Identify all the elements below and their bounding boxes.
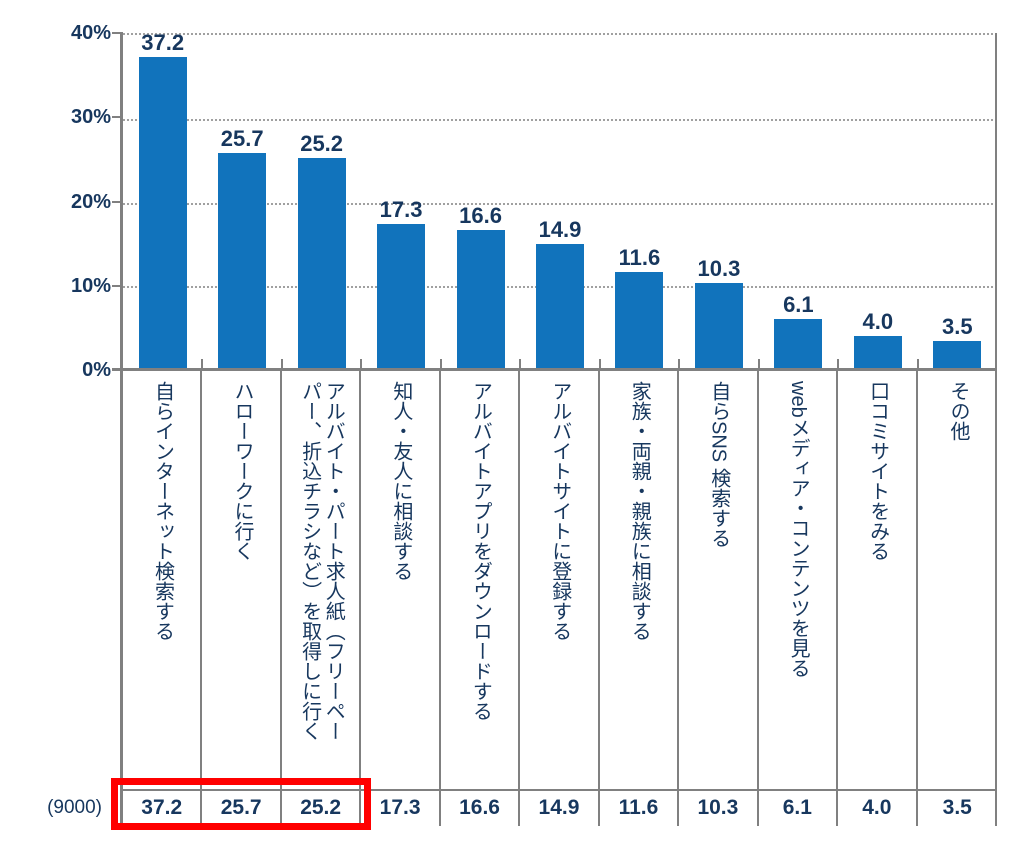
bar-value-label: 25.2: [300, 130, 344, 156]
x-axis-tick-mark: [678, 359, 681, 370]
values-table-row: 37.2 25.7 25.2 17.3 16.6 14.9 11.6 10.3 6.1 4.0 3.…: [123, 791, 997, 826]
x-axis-tick-mark: [757, 359, 760, 370]
category-label: 知人・友人に相談する: [389, 381, 412, 581]
base-size-label: (9000): [47, 797, 102, 818]
x-axis-tick-mark: [916, 359, 919, 370]
y-axis-tick-label: 10%: [70, 274, 111, 297]
plot-right-border: [995, 33, 997, 826]
y-axis-line: [120, 33, 123, 826]
y-axis-tick-label: 20%: [70, 190, 111, 213]
value-cell: 4.0: [838, 791, 918, 826]
category-cell: アルバイトサイトに登録する: [520, 371, 600, 789]
category-cell: 家族・両親・親族に相談する: [600, 371, 680, 789]
value-cell: 16.6: [441, 791, 521, 826]
value-cell: 3.5: [942, 796, 972, 819]
category-label: 家族・両親・親族に相談する: [628, 381, 651, 641]
value-cell: 11.6: [600, 791, 680, 826]
value-cell: 17.3: [361, 791, 441, 826]
bar-value-label: 4.0: [862, 309, 894, 335]
y-axis-tick-mark: [112, 32, 123, 34]
x-axis-tick-mark: [360, 359, 363, 370]
bar-value-label: 25.7: [220, 126, 264, 152]
category-cell: 口コミサイトをみる: [838, 371, 918, 789]
bar: [933, 340, 982, 370]
category-cell: その他: [918, 371, 997, 789]
y-axis-tick-label: 30%: [70, 106, 111, 129]
category-cell: 知人・友人に相談する: [361, 371, 441, 789]
category-cell: アルバイトアプリをダウンロードする: [441, 371, 521, 789]
category-label: 自らSNS 検索する: [707, 381, 730, 548]
bar-value-label: 6.1: [783, 291, 814, 317]
category-cell: webメディア・コンテンツを見る: [759, 371, 839, 789]
bar: [694, 283, 743, 370]
category-cell: 自らインターネット検索する: [123, 371, 203, 789]
highlight-box: [111, 778, 372, 830]
x-axis-tick-mark: [201, 359, 204, 370]
bar-value-label: 11.6: [618, 245, 661, 271]
category-labels-row: 自らインターネット検索する ハローワークに行く アルバイト・パート求人紙（フリーペー…: [123, 371, 997, 789]
x-axis-tick-mark: [519, 359, 522, 370]
x-axis-tick-mark: [837, 359, 840, 370]
values-row-top-border: [123, 789, 997, 791]
category-label: webメディア・コンテンツを見る: [787, 381, 810, 678]
bar: [615, 272, 664, 370]
bar: [218, 153, 267, 370]
plot-area: 37.2 25.7 25.2 17.3 16.6 14.9 11.6 10.3 6.1 4.0 3.…: [123, 29, 997, 370]
value-cell: 6.1: [759, 791, 839, 826]
y-axis-tick-mark: [112, 284, 123, 287]
category-label: 自らインターネット検索する: [151, 381, 174, 641]
value-cell: 37.2: [123, 791, 203, 826]
bar: [853, 336, 902, 370]
value-cell: 14.9: [520, 791, 600, 826]
bar-value-label: 14.9: [538, 217, 582, 243]
x-axis-tick-mark: [439, 359, 442, 370]
y-axis-tick-mark: [112, 116, 123, 119]
bar-value-label: 17.3: [379, 197, 423, 223]
bar: [456, 230, 505, 370]
bar: [297, 157, 346, 370]
gridline: [123, 202, 997, 205]
bar: [377, 224, 426, 370]
category-cell: ハローワークに行く: [202, 371, 282, 789]
value-cell: 25.7: [202, 791, 282, 826]
category-label: アルバイトアプリをダウンロードする: [469, 381, 492, 721]
gridline: [123, 118, 997, 121]
bar: [138, 56, 187, 370]
x-axis-tick-mark: [598, 359, 601, 370]
y-axis-tick-label: 0%: [82, 359, 111, 381]
category-cell: アルバイト・パート求人紙（フリーペーパー、折込チラシなど）を取得しに行く: [282, 371, 362, 789]
category-label: ハローワークに行く: [230, 381, 253, 561]
y-axis-tick-label: 40%: [70, 22, 111, 44]
bar-value-label: 37.2: [141, 29, 185, 55]
bar-value-label: 10.3: [697, 256, 741, 282]
x-axis-tick-mark: [280, 359, 283, 370]
category-label: 口コミサイトをみる: [866, 381, 889, 561]
value-cell: 10.3: [679, 791, 759, 826]
category-cell: 自らSNS 検索する: [679, 371, 759, 789]
category-label: アルバイト・パート求人紙（フリーペーパー、折込チラシなど）を取得しに行く: [298, 381, 345, 741]
bar-value-label: 3.5: [941, 313, 973, 339]
bar: [774, 318, 823, 370]
category-label: アルバイトサイトに登録する: [548, 381, 571, 641]
bar: [536, 244, 584, 370]
y-axis-tick-mark: [112, 200, 123, 203]
x-axis-line: [112, 368, 997, 371]
bar-value-label: 16.6: [459, 203, 502, 229]
category-label: その他: [947, 381, 970, 441]
value-cell: 25.2: [282, 791, 362, 826]
